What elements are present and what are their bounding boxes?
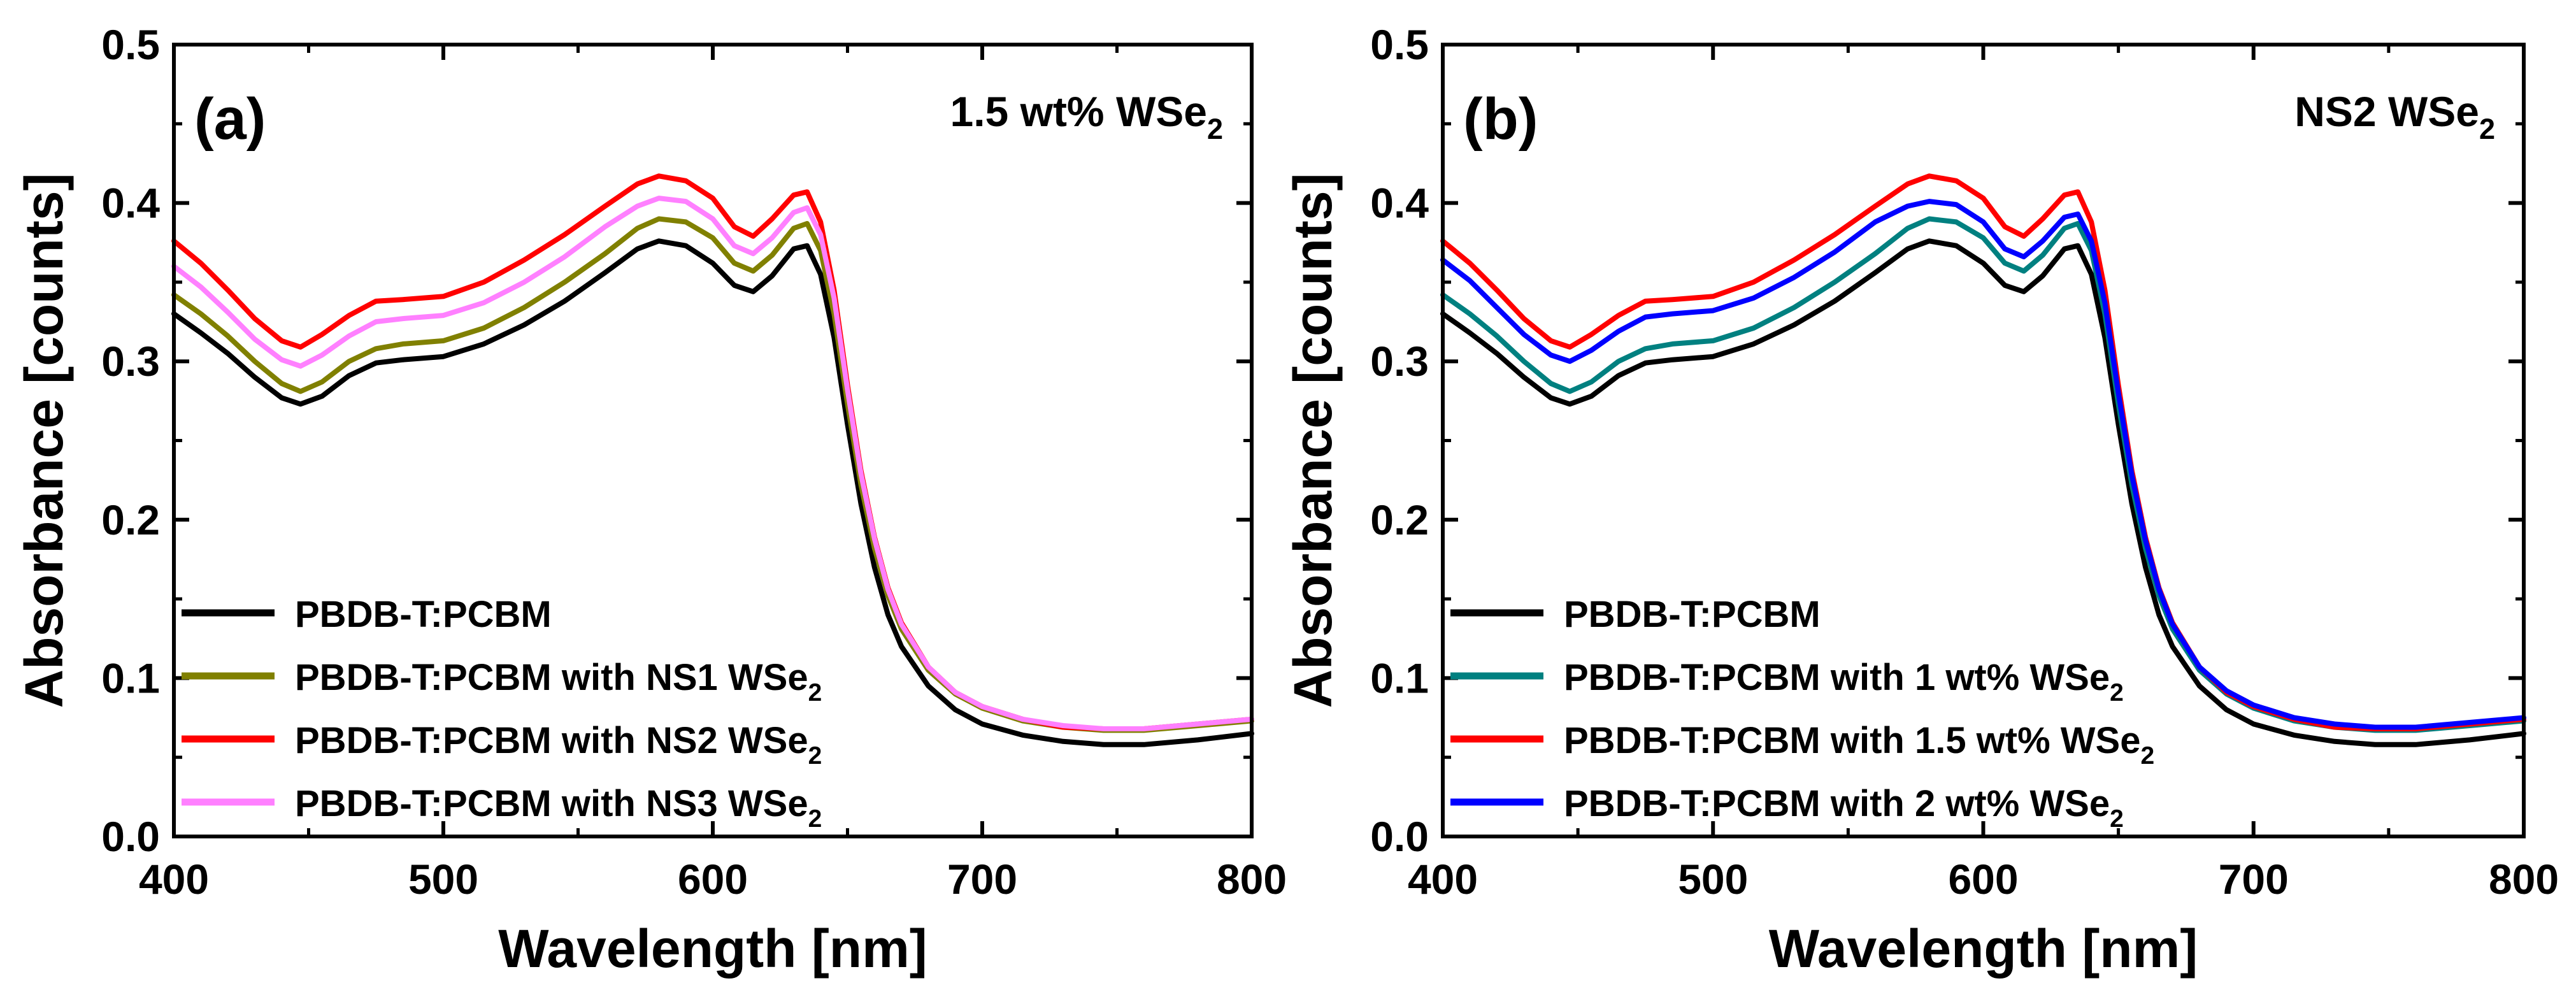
y-tick-label: 0.4 (101, 180, 160, 227)
panel-annotation: 1.5 wt% WSe2 (950, 88, 1223, 145)
y-tick-label: 0.3 (101, 338, 160, 385)
legend-item-3: PBDB-T:PCBM with NS2 WSe2 (182, 720, 822, 770)
y-axis-title: Absorbance [counts] (14, 173, 74, 708)
x-tick-label: 500 (408, 856, 478, 903)
series-line-1 (1440, 238, 2526, 747)
legend-label-text: PBDB-T:PCBM (295, 594, 552, 635)
x-tick-label: 600 (678, 856, 748, 903)
x-axis-ticks: 400 500 600 700 800 (1408, 45, 2559, 903)
series-line-2 (1440, 216, 2526, 733)
plot-frame (1441, 43, 2526, 838)
series-line-2 (171, 216, 1254, 733)
legend-label-text: PBDB-T:PCBM with NS3 WSe (295, 783, 808, 824)
legend-label-text: PBDB-T:PCBM with NS1 WSe (295, 657, 808, 698)
legend-label: PBDB-T:PCBM (295, 594, 552, 635)
panel-annotation-text: NS2 WSe (2294, 88, 2479, 135)
series-line-1 (171, 238, 1254, 747)
panel-label: (b) (1463, 87, 1538, 152)
legend-label-subscript: 2 (808, 679, 822, 707)
legend-label-text: PBDB-T:PCBM with 2 wt% WSe (1564, 783, 2110, 824)
legend-label: PBDB-T:PCBM with NS2 WSe2 (295, 720, 822, 770)
legend-label-subscript: 2 (2141, 742, 2155, 770)
legend-item-1: PBDB-T:PCBM (1450, 594, 1821, 635)
y-tick-label: 0.0 (1370, 813, 1429, 860)
legend-label: PBDB-T:PCBM (1564, 594, 1821, 635)
y-axis-ticks: 0.0 0.1 0.2 0.3 0.4 0.5 (101, 21, 1252, 860)
legend-item-4: PBDB-T:PCBM with 2 wt% WSe2 (1450, 783, 2124, 833)
legend-label-subscript: 2 (808, 805, 822, 833)
y-axis-ticks: 0.0 0.1 0.2 0.3 0.4 0.5 (1370, 21, 2524, 860)
legend-label-text: PBDB-T:PCBM with 1.5 wt% WSe (1564, 720, 2141, 761)
panel-annotation-subscript: 2 (1207, 113, 1223, 145)
x-axis-title: Wavelength [nm] (1769, 919, 2198, 979)
series-lines (1440, 173, 2526, 747)
y-tick-label: 0.3 (1370, 338, 1429, 385)
series-line-4 (171, 196, 1254, 731)
legend-item-2: PBDB-T:PCBM with 1 wt% WSe2 (1450, 657, 2124, 707)
x-tick-label: 700 (2219, 856, 2289, 903)
y-tick-label: 0.4 (1370, 180, 1429, 227)
legend-label-subscript: 2 (808, 742, 822, 770)
panel-annotation-text: 1.5 wt% WSe (950, 88, 1207, 135)
x-tick-label: 800 (2489, 856, 2559, 903)
legend-item-2: PBDB-T:PCBM with NS1 WSe2 (182, 657, 822, 707)
y-axis-title: Absorbance [counts] (1283, 173, 1343, 708)
y-tick-label: 0.2 (1370, 496, 1429, 543)
y-tick-label: 0.5 (1370, 21, 1429, 68)
legend-label-subscript: 2 (2110, 679, 2124, 707)
plot-frame (172, 43, 1254, 838)
x-axis-ticks: 400 500 600 700 800 (139, 45, 1287, 903)
legend-label: PBDB-T:PCBM with NS3 WSe2 (295, 783, 822, 833)
x-tick-label: 600 (1948, 856, 2018, 903)
y-tick-label: 0.1 (1370, 654, 1429, 701)
x-tick-label: 400 (1408, 856, 1478, 903)
series-lines (171, 173, 1254, 747)
legend-item-1: PBDB-T:PCBM (182, 594, 552, 635)
legend-label-text: PBDB-T:PCBM with NS2 WSe (295, 720, 808, 761)
legend-label: PBDB-T:PCBM with NS1 WSe2 (295, 657, 822, 707)
x-axis-title: Wavelength [nm] (498, 919, 927, 979)
x-tick-label: 800 (1217, 856, 1287, 903)
panel-label: (a) (194, 87, 266, 152)
legend-label-text: PBDB-T:PCBM (1564, 594, 1821, 635)
chart-panel-b: 400 500 600 700 800 0.0 0.1 0.2 0.3 0.4 0.5 Wavelen… (1283, 21, 2559, 979)
y-tick-label: 0.1 (101, 654, 160, 701)
x-tick-label: 700 (947, 856, 1017, 903)
legend-item-4: PBDB-T:PCBM with NS3 WSe2 (182, 783, 822, 833)
series-line-3 (171, 173, 1254, 731)
y-tick-label: 0.2 (101, 496, 160, 543)
series-line-3 (1440, 173, 2526, 731)
chart-panel-a: 400 500 600 700 800 0.0 0.1 0.2 0.3 0.4 0.5 Wavelen… (14, 21, 1287, 979)
panel-annotation-subscript: 2 (2479, 113, 2495, 145)
legend-label: PBDB-T:PCBM with 2 wt% WSe2 (1564, 783, 2124, 833)
legend-label: PBDB-T:PCBM with 1 wt% WSe2 (1564, 657, 2124, 707)
y-tick-label: 0.0 (101, 813, 160, 860)
series-line-4 (1440, 199, 2526, 730)
legend-label: PBDB-T:PCBM with 1.5 wt% WSe2 (1564, 720, 2154, 770)
legend-label-text: PBDB-T:PCBM with 1 wt% WSe (1564, 657, 2110, 698)
legend-label-subscript: 2 (2110, 805, 2124, 833)
panel-annotation: NS2 WSe2 (2294, 88, 2495, 145)
y-tick-label: 0.5 (101, 21, 160, 68)
x-tick-label: 400 (139, 856, 209, 903)
x-tick-label: 500 (1678, 856, 1748, 903)
legend-item-3: PBDB-T:PCBM with 1.5 wt% WSe2 (1450, 720, 2154, 770)
